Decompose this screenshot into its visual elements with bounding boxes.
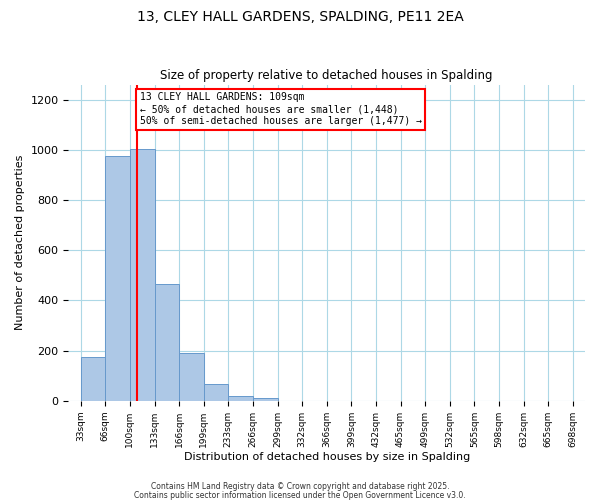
Bar [229,396,253,401]
X-axis label: Distribution of detached houses by size in Spalding: Distribution of detached houses by size … [184,452,470,462]
Title: Size of property relative to detached houses in Spalding: Size of property relative to detached ho… [160,69,493,82]
Text: 13, CLEY HALL GARDENS, SPALDING, PE11 2EA: 13, CLEY HALL GARDENS, SPALDING, PE11 2E… [137,10,463,24]
Text: Contains HM Land Registry data © Crown copyright and database right 2025.: Contains HM Land Registry data © Crown c… [151,482,449,491]
Text: 13 CLEY HALL GARDENS: 109sqm
← 50% of detached houses are smaller (1,448)
50% of: 13 CLEY HALL GARDENS: 109sqm ← 50% of de… [140,92,422,126]
Y-axis label: Number of detached properties: Number of detached properties [15,155,25,330]
Bar [179,353,204,401]
Bar [155,284,179,401]
Bar [106,156,130,401]
Text: Contains public sector information licensed under the Open Government Licence v3: Contains public sector information licen… [134,490,466,500]
Bar [204,384,229,401]
Bar [81,357,106,401]
Bar [130,148,155,401]
Bar [253,398,278,401]
